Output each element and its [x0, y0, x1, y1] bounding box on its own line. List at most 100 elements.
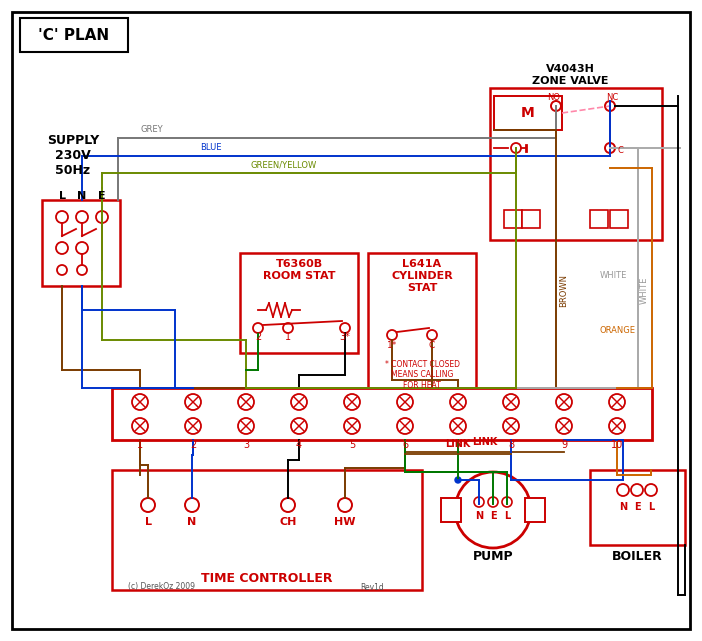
Text: CH: CH	[279, 517, 297, 527]
Circle shape	[605, 143, 615, 153]
Text: WHITE: WHITE	[640, 276, 649, 304]
Circle shape	[455, 472, 531, 548]
Circle shape	[291, 418, 307, 434]
FancyBboxPatch shape	[20, 18, 128, 52]
Circle shape	[56, 242, 68, 254]
Circle shape	[238, 394, 254, 410]
Text: 9: 9	[561, 440, 567, 450]
Circle shape	[427, 330, 437, 340]
Text: ORANGE: ORANGE	[600, 326, 636, 335]
Text: HW: HW	[334, 517, 356, 527]
Circle shape	[450, 394, 466, 410]
Text: WHITE: WHITE	[600, 271, 628, 279]
Circle shape	[96, 211, 108, 223]
FancyBboxPatch shape	[590, 210, 608, 228]
Circle shape	[474, 497, 484, 507]
Circle shape	[556, 418, 572, 434]
Text: BLUE: BLUE	[200, 143, 222, 152]
Text: SUPPLY
230V
50Hz: SUPPLY 230V 50Hz	[47, 133, 99, 176]
Circle shape	[283, 323, 293, 333]
FancyBboxPatch shape	[112, 388, 652, 440]
Circle shape	[77, 265, 87, 275]
FancyBboxPatch shape	[590, 470, 685, 545]
Circle shape	[185, 418, 201, 434]
FancyBboxPatch shape	[490, 88, 662, 240]
Circle shape	[511, 143, 521, 153]
Text: 4: 4	[296, 440, 302, 450]
Circle shape	[450, 418, 466, 434]
Text: 2: 2	[190, 440, 196, 450]
Text: GREEN/YELLOW: GREEN/YELLOW	[250, 160, 316, 169]
Circle shape	[397, 418, 413, 434]
Circle shape	[387, 330, 397, 340]
Text: NO: NO	[548, 92, 560, 101]
Text: T6360B
ROOM STAT: T6360B ROOM STAT	[263, 259, 336, 281]
FancyBboxPatch shape	[504, 210, 522, 228]
Circle shape	[556, 394, 572, 410]
Text: BROWN: BROWN	[559, 274, 568, 306]
Text: LINK: LINK	[445, 439, 470, 449]
Text: L: L	[504, 511, 510, 521]
Circle shape	[291, 394, 307, 410]
Text: E: E	[634, 502, 640, 512]
Circle shape	[132, 394, 148, 410]
Text: (c) DerekOz 2009: (c) DerekOz 2009	[128, 583, 195, 592]
Text: Rev1d: Rev1d	[360, 583, 384, 592]
FancyBboxPatch shape	[368, 253, 476, 395]
Text: 10: 10	[611, 440, 623, 450]
Circle shape	[340, 323, 350, 333]
Text: N: N	[77, 191, 86, 201]
Text: N: N	[475, 511, 483, 521]
Circle shape	[132, 418, 148, 434]
Circle shape	[503, 394, 519, 410]
Circle shape	[551, 101, 561, 111]
FancyBboxPatch shape	[494, 96, 562, 130]
Text: LINK: LINK	[472, 437, 497, 447]
Circle shape	[185, 498, 199, 512]
FancyBboxPatch shape	[12, 12, 690, 629]
Circle shape	[56, 211, 68, 223]
Circle shape	[645, 484, 657, 496]
Text: 6: 6	[402, 440, 408, 450]
Text: L: L	[145, 517, 152, 527]
Circle shape	[609, 418, 625, 434]
Circle shape	[141, 498, 155, 512]
FancyBboxPatch shape	[112, 470, 422, 590]
Text: C: C	[429, 340, 435, 349]
Text: GREY: GREY	[140, 125, 163, 134]
Circle shape	[503, 418, 519, 434]
Circle shape	[238, 418, 254, 434]
Circle shape	[76, 211, 88, 223]
Circle shape	[344, 394, 360, 410]
FancyBboxPatch shape	[441, 498, 461, 522]
Text: L: L	[58, 191, 65, 201]
Text: TIME CONTROLLER: TIME CONTROLLER	[201, 572, 333, 585]
FancyBboxPatch shape	[240, 253, 358, 353]
FancyBboxPatch shape	[525, 498, 545, 522]
Circle shape	[631, 484, 643, 496]
Text: 'C' PLAN: 'C' PLAN	[39, 28, 110, 42]
Text: * CONTACT CLOSED
MEANS CALLING
FOR HEAT: * CONTACT CLOSED MEANS CALLING FOR HEAT	[385, 360, 460, 390]
Text: 8: 8	[508, 440, 514, 450]
FancyBboxPatch shape	[522, 210, 540, 228]
Text: L641A
CYLINDER
STAT: L641A CYLINDER STAT	[391, 260, 453, 292]
Circle shape	[609, 394, 625, 410]
Circle shape	[281, 498, 295, 512]
Text: V4043H
ZONE VALVE: V4043H ZONE VALVE	[531, 64, 608, 86]
Circle shape	[455, 477, 461, 483]
Text: 7: 7	[455, 440, 461, 450]
Text: E: E	[490, 511, 496, 521]
Text: BOILER: BOILER	[611, 551, 663, 563]
Circle shape	[185, 394, 201, 410]
Circle shape	[253, 323, 263, 333]
Text: 1*: 1*	[387, 340, 397, 349]
Circle shape	[57, 265, 67, 275]
Circle shape	[344, 418, 360, 434]
Text: 3: 3	[243, 440, 249, 450]
Text: E: E	[98, 191, 106, 201]
FancyBboxPatch shape	[42, 200, 120, 286]
Text: C: C	[618, 146, 624, 154]
Circle shape	[338, 498, 352, 512]
Text: N: N	[187, 517, 197, 527]
Text: L: L	[648, 502, 654, 512]
